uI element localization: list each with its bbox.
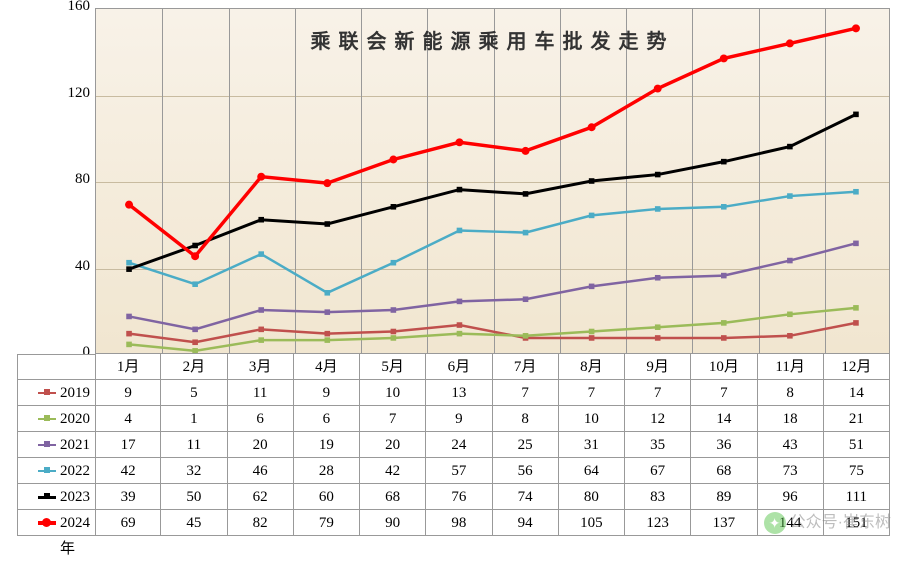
y-tick-label: 80 [60,171,90,188]
table-cell: 31 [559,432,625,458]
table-cell: 111 [824,484,890,510]
table-cell: 8 [493,406,559,432]
table-cell: 6 [294,406,360,432]
table-cell: 10 [559,406,625,432]
table-cell: 89 [691,484,757,510]
chart-plot-area [96,9,889,353]
y-tick-label: 120 [60,85,90,102]
table-cell: 20 [228,432,294,458]
category-header: 9月 [625,354,691,380]
table-cell: 13 [426,380,492,406]
table-cell: 69 [95,510,161,536]
table-cell: 7 [625,380,691,406]
category-header: 2月 [161,354,227,380]
table-cell: 1 [161,406,227,432]
category-header: 12月 [824,354,890,380]
category-header: 4月 [294,354,360,380]
table-cell: 21 [824,406,890,432]
series-label: 2021年 [17,432,95,458]
series-label: 2023年 [17,484,95,510]
table-cell: 10 [360,380,426,406]
table-cell: 73 [758,458,824,484]
table-cell: 28 [294,458,360,484]
table-cell: 35 [625,432,691,458]
table-cell: 45 [161,510,227,536]
table-cell: 39 [95,484,161,510]
table-cell: 68 [691,458,757,484]
table-cell: 83 [625,484,691,510]
table-cell: 8 [758,380,824,406]
table-cell: 24 [426,432,492,458]
series-label: 2024年 [17,510,95,536]
category-header: 7月 [493,354,559,380]
series-label: 2020年 [17,406,95,432]
watermark-text: 公众号·崔东树 [790,514,891,531]
category-header: 11月 [758,354,824,380]
chart-title: 乘联会新能源乘用车批发走势 [96,25,889,54]
table-cell: 43 [758,432,824,458]
table-cell: 64 [559,458,625,484]
table-cell: 79 [294,510,360,536]
table-cell: 9 [294,380,360,406]
table-cell: 57 [426,458,492,484]
table-cell: 14 [824,380,890,406]
table-cell: 42 [95,458,161,484]
table-cell: 7 [691,380,757,406]
category-header: 3月 [228,354,294,380]
y-tick-label: 40 [60,258,90,275]
table-cell: 50 [161,484,227,510]
table-cell: 4 [95,406,161,432]
category-header: 10月 [691,354,757,380]
table-cell: 20 [360,432,426,458]
table-cell: 46 [228,458,294,484]
table-cell: 9 [95,380,161,406]
table-cell: 68 [360,484,426,510]
table-cell: 67 [625,458,691,484]
series-label: 2019年 [17,380,95,406]
table-cell: 36 [691,432,757,458]
table-cell: 137 [691,510,757,536]
series-name: 2024年 [60,510,95,562]
table-cell: 98 [426,510,492,536]
table-cell: 74 [493,484,559,510]
table-cell: 80 [559,484,625,510]
table-cell: 11 [228,380,294,406]
series-label: 2022年 [17,458,95,484]
table-cell: 7 [360,406,426,432]
table-cell: 75 [824,458,890,484]
table-cell: 5 [161,380,227,406]
table-cell: 42 [360,458,426,484]
category-header: 1月 [95,354,161,380]
table-cell: 60 [294,484,360,510]
table-cell: 18 [758,406,824,432]
category-header: 6月 [426,354,492,380]
table-cell: 6 [228,406,294,432]
table-cell: 17 [95,432,161,458]
table-cell: 32 [161,458,227,484]
table-cell: 51 [824,432,890,458]
table-cell: 76 [426,484,492,510]
table-cell: 19 [294,432,360,458]
table-cell: 12 [625,406,691,432]
table-cell: 7 [559,380,625,406]
table-cell: 94 [493,510,559,536]
y-tick-label: 160 [60,0,90,15]
table-cell: 62 [228,484,294,510]
table-cell: 14 [691,406,757,432]
table-corner [17,354,95,380]
table-cell: 82 [228,510,294,536]
table-cell: 56 [493,458,559,484]
wechat-icon: ✦ [764,512,786,534]
table-cell: 96 [758,484,824,510]
table-cell: 90 [360,510,426,536]
watermark: ✦公众号·崔东树 [764,508,891,534]
table-cell: 9 [426,406,492,432]
table-cell: 105 [559,510,625,536]
category-header: 5月 [360,354,426,380]
table-cell: 11 [161,432,227,458]
category-header: 8月 [559,354,625,380]
table-cell: 7 [493,380,559,406]
table-cell: 123 [625,510,691,536]
table-cell: 25 [493,432,559,458]
